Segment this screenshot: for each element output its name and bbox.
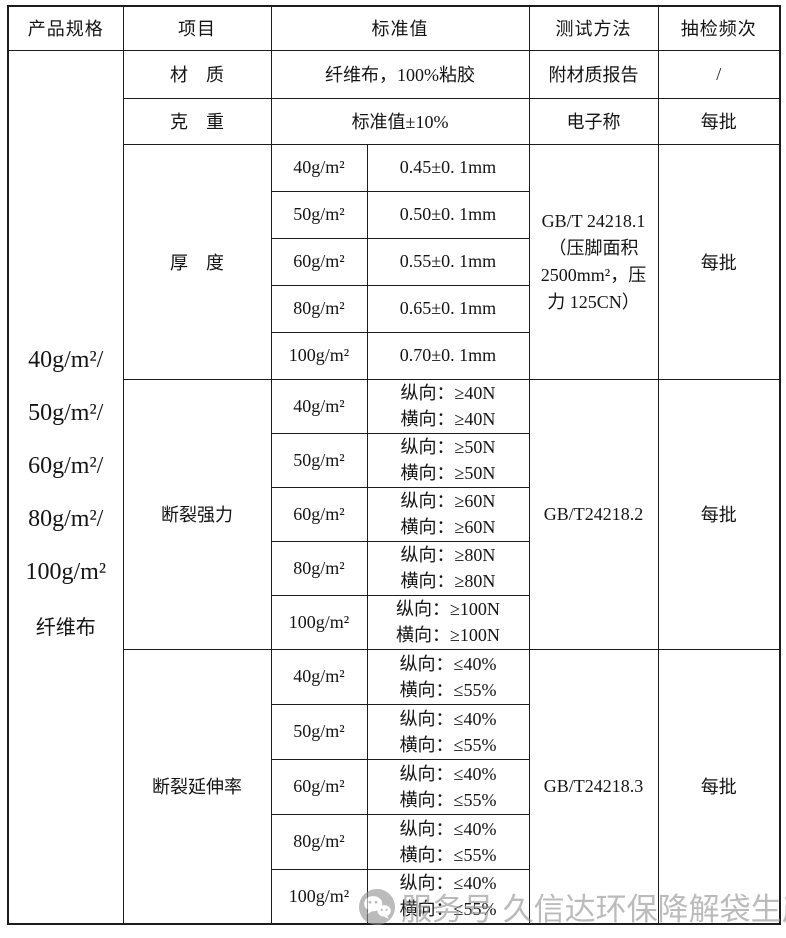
weight-value: 标准值±10% xyxy=(270,97,530,145)
strength-value: 纵向：≥100N 横向：≥100N xyxy=(366,594,530,650)
weight-item: 克 重 xyxy=(122,97,272,145)
strength-row: 80g/m² 纵向：≥80N 横向：≥80N xyxy=(8,540,780,596)
product-grades: 40g/m²/ 50g/m²/ 60g/m²/ 80g/m²/ 100g/m² xyxy=(25,346,107,585)
thickness-value: 0.70±0. 1mm xyxy=(366,331,530,380)
thickness-row: 厚 度 40g/m² 0.45±0. 1mm GB/T 24218.1 （压脚面… xyxy=(8,143,781,380)
weight-frequency: 每批 xyxy=(657,97,781,145)
elongation-grade: 80g/m² xyxy=(270,813,368,870)
elongation-frequency: 每批 xyxy=(657,648,781,925)
strength-row: 60g/m² 纵向：≥60N 横向：≥60N xyxy=(8,486,780,542)
elongation-value: 纵向：≤40% 横向：≤55% xyxy=(366,703,530,760)
material-item: 材 质 xyxy=(122,49,272,99)
header-item: 项目 xyxy=(122,5,272,51)
thickness-frequency: 每批 xyxy=(657,143,781,380)
elongation-grade: 100g/m² xyxy=(270,868,368,925)
elongation-grade: 60g/m² xyxy=(270,758,368,815)
header-product-spec: 产品规格 xyxy=(7,5,124,51)
thickness-grade: 40g/m² xyxy=(270,143,368,192)
strength-item: 断裂强力 xyxy=(122,378,272,650)
elongation-value: 纵向：≤40% 横向：≤55% xyxy=(366,758,530,815)
strength-grade: 80g/m² xyxy=(270,540,368,596)
thickness-grade: 100g/m² xyxy=(270,331,368,380)
thickness-item: 厚 度 xyxy=(122,143,272,380)
strength-row: 50g/m² 纵向：≥50N 横向：≥50N xyxy=(8,432,780,488)
header-standard-value: 标准值 xyxy=(270,5,530,51)
thickness-row: 50g/m² 0.50±0. 1mm xyxy=(8,190,780,239)
thickness-grade: 60g/m² xyxy=(270,237,368,286)
thickness-method: GB/T 24218.1 （压脚面积 2500mm²，压 力 125CN） xyxy=(528,143,659,380)
strength-row: 100g/m² 纵向：≥100N 横向：≥100N xyxy=(8,594,780,650)
material-row: 40g/m²/ 50g/m²/ 60g/m²/ 80g/m²/ 100g/m² … xyxy=(7,49,781,925)
header-sampling-frequency: 抽检频次 xyxy=(657,5,781,51)
thickness-value: 0.50±0. 1mm xyxy=(366,190,530,239)
elongation-item: 断裂延伸率 xyxy=(122,648,272,925)
weight-row: 克 重 标准值±10% 电子称 每批 xyxy=(8,97,781,145)
elongation-value: 纵向：≤40% 横向：≤55% xyxy=(366,813,530,870)
thickness-row: 60g/m² 0.55±0. 1mm xyxy=(8,237,780,286)
elongation-value: 纵向：≤40% 横向：≤55% xyxy=(366,868,530,925)
material-frequency: / xyxy=(657,49,781,99)
thickness-grade: 50g/m² xyxy=(270,190,368,239)
strength-value: 纵向：≥80N 横向：≥80N xyxy=(366,540,530,596)
elongation-grade: 40g/m² xyxy=(270,648,368,705)
strength-method: GB/T24218.2 xyxy=(528,378,659,650)
thickness-row: 100g/m² 0.70±0. 1mm xyxy=(8,331,780,380)
product-spec-table: 产品规格 项目 标准值 测试方法 抽检频次 40g/m²/ 50g/m²/ 60… xyxy=(7,5,781,925)
strength-value: 纵向：≥50N 横向：≥50N xyxy=(366,432,530,488)
thickness-grade: 80g/m² xyxy=(270,284,368,333)
product-spec-cell: 40g/m²/ 50g/m²/ 60g/m²/ 80g/m²/ 100g/m² … xyxy=(7,49,124,925)
elongation-method: GB/T24218.3 xyxy=(528,648,659,925)
elongation-value: 纵向：≤40% 横向：≤55% xyxy=(366,648,530,705)
elongation-grade: 50g/m² xyxy=(270,703,368,760)
elongation-row: 50g/m² 纵向：≤40% 横向：≤55% xyxy=(8,703,780,760)
material-value: 纤维布，100%粘胶 xyxy=(270,49,530,99)
strength-grade: 40g/m² xyxy=(270,378,368,434)
strength-value: 纵向：≥60N 横向：≥60N xyxy=(366,486,530,542)
strength-value: 纵向：≥40N 横向：≥40N xyxy=(366,378,530,434)
strength-frequency: 每批 xyxy=(657,378,781,650)
thickness-value: 0.55±0. 1mm xyxy=(366,237,530,286)
material-method: 附材质报告 xyxy=(528,49,659,99)
thickness-value: 0.65±0. 1mm xyxy=(366,284,530,333)
thickness-row: 80g/m² 0.65±0. 1mm xyxy=(8,284,780,333)
header-test-method: 测试方法 xyxy=(528,5,659,51)
weight-method: 电子称 xyxy=(528,97,659,145)
strength-row: 断裂强力 40g/m² 纵向：≥40N 横向：≥40N GB/T24218.2 … xyxy=(8,378,781,650)
strength-grade: 50g/m² xyxy=(270,432,368,488)
strength-grade: 60g/m² xyxy=(270,486,368,542)
table-header-row: 产品规格 项目 标准值 测试方法 抽检频次 xyxy=(7,5,781,51)
elongation-row: 断裂延伸率 40g/m² 纵向：≤40% 横向：≤55% GB/T24218.3… xyxy=(8,648,781,925)
thickness-value: 0.45±0. 1mm xyxy=(366,143,530,192)
product-material-name: 纤维布 xyxy=(35,616,96,639)
elongation-row: 80g/m² 纵向：≤40% 横向：≤55% xyxy=(8,813,780,870)
strength-grade: 100g/m² xyxy=(270,594,368,650)
